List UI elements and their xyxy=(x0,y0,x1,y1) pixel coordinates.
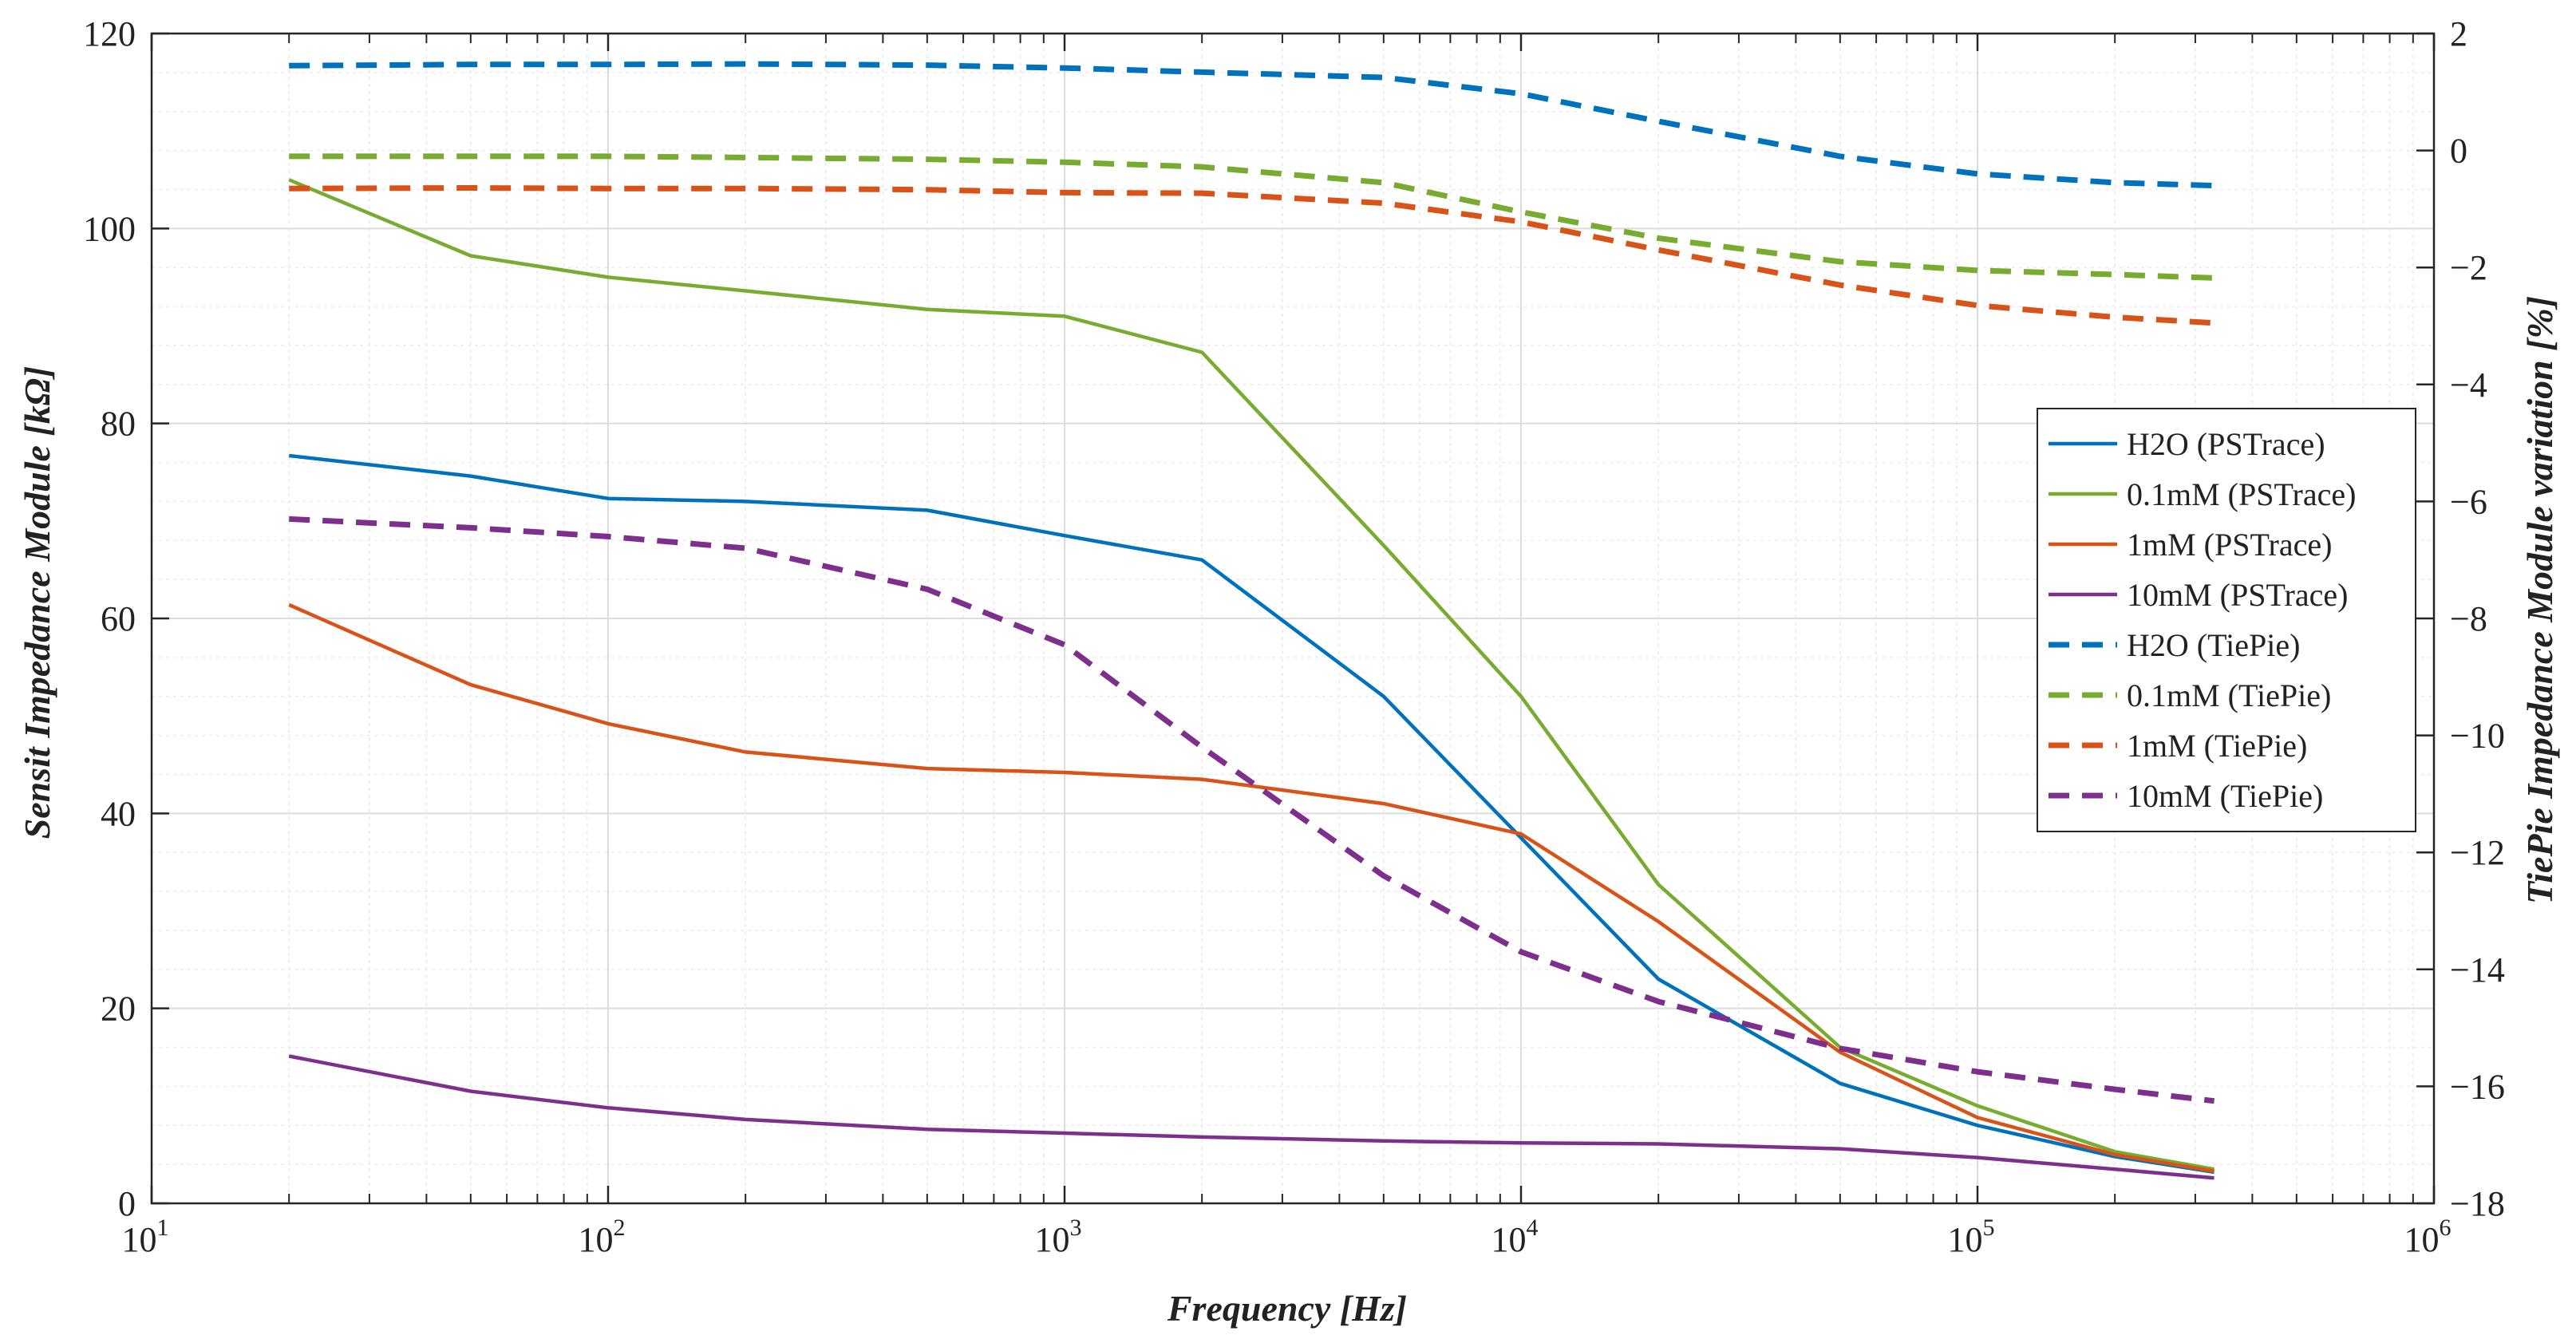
y-tick-label: 100 xyxy=(83,209,136,248)
x-tick-exponent: 6 xyxy=(2440,1215,2452,1241)
y2-tick-label: −18 xyxy=(2450,1184,2505,1223)
series-line-h2o-tiepie xyxy=(289,61,2214,189)
legend-label: 0.1mM (PSTrace) xyxy=(2127,476,2356,512)
legend-label: 0.1mM (TiePie) xyxy=(2127,677,2331,713)
x-tick-exponent: 5 xyxy=(1983,1215,1995,1241)
y2-tick-label: −12 xyxy=(2450,833,2505,872)
x-axis-label: Frequency [Hz] xyxy=(1167,1288,1407,1329)
x-tick-label: 104 xyxy=(1491,1215,1539,1259)
series-line-1mm-tiepie xyxy=(289,185,2214,326)
y2-tick-label: 2 xyxy=(2450,14,2467,53)
y-tick-label: 40 xyxy=(101,794,136,833)
x-tick-base: 10 xyxy=(579,1220,614,1259)
x-tick-base: 10 xyxy=(1948,1220,1983,1259)
x-tick-label: 106 xyxy=(2404,1215,2452,1259)
series-line-0-1mm-tiepie xyxy=(289,153,2214,281)
x-tick-exponent: 1 xyxy=(157,1215,169,1241)
x-tick-base: 10 xyxy=(1035,1220,1070,1259)
x-tick-base: 10 xyxy=(1491,1220,1527,1259)
legend-label: 10mM (PSTrace) xyxy=(2127,577,2348,613)
y2-tick-label: −8 xyxy=(2450,599,2487,638)
y-tick-label: 0 xyxy=(118,1184,136,1223)
y2-tick-label: −10 xyxy=(2450,717,2505,756)
x-tick-label: 105 xyxy=(1948,1215,1995,1259)
legend-label: H2O (TiePie) xyxy=(2127,627,2300,663)
y-axis-label: Sensit Impedance Module [kΩ] xyxy=(17,366,57,839)
x-tick-label: 103 xyxy=(1035,1215,1082,1259)
legend-label: 1mM (PSTrace) xyxy=(2127,527,2332,563)
legend-box xyxy=(2037,408,2416,832)
legend: H2O (PSTrace) 0.1mM (PSTrace) 1mM (PSTrace… xyxy=(2037,408,2416,832)
series-line-10mm-pstrace xyxy=(288,1054,2214,1180)
series-line-1mm-pstrace xyxy=(288,602,2214,1173)
x-tick-label: 102 xyxy=(579,1215,626,1259)
y-tick-label: 80 xyxy=(101,405,136,444)
x-tick-labels: 101 102 103 104 105 106 xyxy=(122,1215,2452,1259)
y2-tick-label: −2 xyxy=(2450,248,2487,287)
legend-label: H2O (PSTrace) xyxy=(2127,426,2325,462)
y-tick-label: 20 xyxy=(101,989,136,1029)
x-tick-exponent: 3 xyxy=(1070,1215,1082,1241)
series-line-10mm-tiepie xyxy=(289,515,2215,1104)
y2-tick-label: −6 xyxy=(2450,482,2487,521)
x-tick-base: 10 xyxy=(122,1220,157,1259)
y2-axis-label: TiePie Impedance Module variation [%] xyxy=(2519,296,2560,904)
legend-label: 10mM (TiePie) xyxy=(2127,778,2323,814)
series-line-0-1mm-pstrace xyxy=(288,178,2214,1171)
y2-tick-label: −4 xyxy=(2450,365,2487,405)
y-tick-label: 60 xyxy=(101,599,136,638)
y-tick-label: 120 xyxy=(83,14,136,53)
y2-tick-labels: −18 −16 −14 −12 −10 −8 −6 −4 −2 0 2 xyxy=(2450,14,2505,1223)
x-tick-exponent: 2 xyxy=(614,1215,626,1241)
y2-tick-label: 0 xyxy=(2450,132,2467,171)
y2-tick-label: −14 xyxy=(2450,950,2505,989)
tick-marks xyxy=(150,32,2436,1205)
y-tick-labels: 0 20 40 60 80 100 120 xyxy=(83,14,136,1223)
x-tick-label: 101 xyxy=(122,1215,169,1259)
x-tick-base: 10 xyxy=(2404,1220,2440,1259)
x-tick-exponent: 4 xyxy=(1527,1215,1539,1241)
y2-tick-label: −16 xyxy=(2450,1067,2505,1106)
legend-label: 1mM (TiePie) xyxy=(2127,728,2307,764)
series-lines xyxy=(288,61,2215,1180)
series-line-h2o-pstrace xyxy=(288,453,2214,1175)
